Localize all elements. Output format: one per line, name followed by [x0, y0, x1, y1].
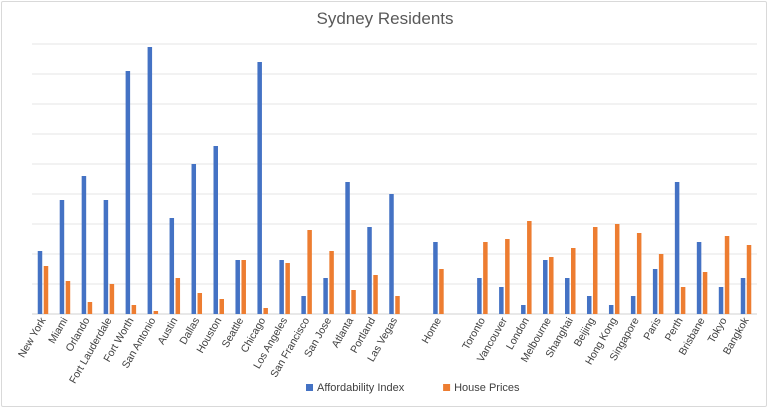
legend: Affordability Index House Prices [306, 382, 520, 394]
bar-house-prices [263, 308, 268, 314]
bar-house-prices [439, 269, 444, 314]
bars [37, 47, 752, 314]
legend-label: Affordability Index [317, 382, 405, 394]
bar-house-prices [527, 221, 532, 314]
bar-affordability [608, 305, 614, 314]
bar-affordability [565, 278, 570, 314]
bar-house-prices [285, 263, 290, 314]
bar-affordability [323, 278, 328, 314]
bar-affordability [630, 296, 636, 314]
bar-house-prices [592, 227, 598, 314]
bar-house-prices [87, 302, 93, 314]
bar-house-prices [395, 296, 400, 314]
chart-title: Sydney Residents [316, 9, 453, 28]
legend-label: House Prices [454, 382, 520, 394]
bar-house-prices [680, 287, 686, 314]
bar-house-prices [702, 272, 708, 314]
bar-house-prices [175, 278, 181, 314]
bar-house-prices [43, 266, 49, 314]
bar-house-prices [241, 260, 246, 314]
bar-affordability [674, 182, 680, 314]
bar-affordability [499, 287, 504, 314]
bar-house-prices [197, 293, 203, 314]
bar-affordability [81, 176, 87, 314]
bar-affordability [543, 260, 548, 314]
bar-house-prices [307, 230, 312, 314]
bar-affordability [103, 200, 109, 314]
bar-affordability [718, 287, 724, 314]
bar-affordability [235, 260, 240, 314]
bar-affordability [37, 251, 43, 314]
legend-swatch [306, 384, 313, 391]
bar-affordability [740, 278, 746, 314]
bar-house-prices [658, 254, 664, 314]
bar-affordability [191, 164, 197, 314]
bar-house-prices [614, 224, 620, 314]
bar-house-prices [153, 311, 159, 314]
bar-affordability [696, 242, 702, 314]
bar-house-prices [724, 236, 730, 314]
x-tick-label: New York [16, 315, 49, 360]
x-tick-label: Home [420, 315, 444, 345]
bar-affordability [367, 227, 372, 314]
bar-affordability [521, 305, 526, 314]
bar-affordability [586, 296, 592, 314]
bar-affordability [389, 194, 394, 314]
bar-house-prices [219, 299, 224, 314]
bar-affordability [59, 200, 65, 314]
bar-house-prices [636, 233, 642, 314]
bar-house-prices [373, 275, 378, 314]
bar-affordability [169, 218, 175, 314]
bar-house-prices [483, 242, 488, 314]
gridlines [32, 43, 757, 315]
x-tick-label: Paris [641, 316, 663, 343]
bar-affordability [257, 62, 262, 314]
bar-affordability [433, 242, 438, 314]
bar-affordability [125, 71, 131, 314]
bar-house-prices [131, 305, 137, 314]
bar-house-prices [505, 239, 510, 314]
bar-affordability [213, 146, 218, 314]
bar-house-prices [549, 257, 554, 314]
bar-affordability [147, 47, 153, 314]
bar-house-prices [571, 248, 576, 314]
bar-house-prices [65, 281, 71, 314]
bar-affordability [301, 296, 306, 314]
bar-house-prices [109, 284, 115, 314]
bar-house-prices [351, 290, 356, 314]
x-tick-label: Austin [155, 315, 180, 346]
bar-affordability [279, 260, 284, 314]
bar-affordability [345, 182, 350, 314]
bar-affordability [477, 278, 482, 314]
bar-house-prices [329, 251, 334, 314]
x-tick-label: Perth [663, 315, 686, 343]
legend-swatch [443, 384, 451, 391]
bar-affordability [652, 269, 658, 314]
bar-house-prices [746, 245, 752, 314]
